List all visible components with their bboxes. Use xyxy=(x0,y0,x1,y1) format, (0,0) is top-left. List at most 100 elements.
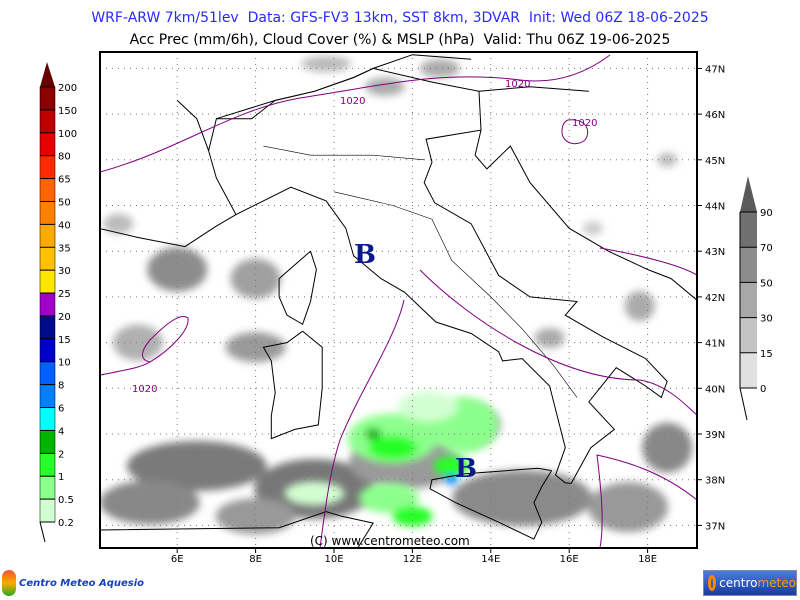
centrometeo-logo[interactable]: centrometeo xyxy=(703,570,797,596)
lat-label: 38N xyxy=(705,476,725,487)
colorbar-tail xyxy=(39,521,46,543)
colorbar-arrow xyxy=(740,176,757,212)
colorbar-swatch xyxy=(39,269,56,294)
colorbar-tail xyxy=(739,387,748,421)
lat-label: 45N xyxy=(705,156,725,167)
isobar-1020-north xyxy=(100,54,611,173)
isobar-label: 1020 xyxy=(505,79,530,90)
product-title: Acc Prec (mm/6h), Cloud Cover (%) & MSLP… xyxy=(129,32,671,48)
logo-text: Centro Meteo Aquesio xyxy=(19,577,144,589)
colorbar-swatch xyxy=(39,109,56,134)
colorbar-label: 70 xyxy=(760,243,773,254)
colorbar-swatch xyxy=(740,282,757,318)
cloud-area xyxy=(147,247,208,292)
cloud-area xyxy=(113,324,163,361)
cloud-area xyxy=(225,332,286,363)
cloud-area xyxy=(364,77,405,96)
cloud-area xyxy=(126,440,267,491)
coast-balkans xyxy=(474,129,697,301)
coast-sardinia xyxy=(262,330,323,440)
colorbar-label: 90 xyxy=(760,208,773,219)
colorbar-label: 150 xyxy=(58,106,77,117)
lat-label: 40N xyxy=(705,384,725,395)
colorbar-label: 2 xyxy=(58,449,64,460)
precip-area xyxy=(358,482,419,513)
colorbar-label: 25 xyxy=(58,289,71,300)
colorbar-swatch xyxy=(39,292,56,317)
cloud-area xyxy=(657,152,678,167)
precip-area xyxy=(398,391,459,422)
colorbar-swatch xyxy=(39,155,56,179)
isobars xyxy=(100,54,697,548)
coast-corsica xyxy=(278,250,317,326)
isobar-1020-se xyxy=(596,454,697,548)
colorbar-swatch xyxy=(39,247,56,271)
colorbar-label: 100 xyxy=(58,129,77,140)
map-frame xyxy=(99,51,698,549)
colorbar-label: 50 xyxy=(760,278,773,289)
cloud-area xyxy=(642,422,693,473)
cloud-area xyxy=(301,55,352,72)
cloud-area xyxy=(452,469,593,526)
isobar-1020-east xyxy=(419,269,697,416)
colorbar-swatch xyxy=(39,384,56,408)
low-pressure-marker: B xyxy=(455,454,477,484)
colorbar-label: 0.2 xyxy=(58,518,74,529)
lon-label: 6E xyxy=(171,554,184,565)
colorbar-swatch xyxy=(39,361,56,385)
colorbar-label: 50 xyxy=(58,197,71,208)
lat-label: 42N xyxy=(705,293,725,304)
logo-icon xyxy=(2,570,16,596)
colorbar-label: 35 xyxy=(58,243,71,254)
colorbar-label: 30 xyxy=(58,266,71,277)
axis-ticks: 47N 46N 45N 44N 43N 42N 41N 40N 39N 38N 37N 6E 8E 10E… xyxy=(171,64,725,565)
lat-label: 43N xyxy=(705,247,725,258)
logo-text: centrometeo xyxy=(719,576,796,590)
isobar-1020-closed xyxy=(561,119,589,145)
colorbar-label: 20 xyxy=(58,312,71,323)
colorbar-label: 40 xyxy=(58,220,71,231)
lat-label: 41N xyxy=(705,339,725,350)
low-pressure-marker: B xyxy=(354,240,376,270)
lat-label: 39N xyxy=(705,430,725,441)
colorbar-swatch xyxy=(740,212,757,248)
precip-area xyxy=(284,481,345,506)
colorbar-swatch xyxy=(39,86,56,111)
colorbar-label: 0 xyxy=(760,384,766,395)
colorbar-label: 15 xyxy=(58,335,71,346)
lat-label: 37N xyxy=(705,521,725,532)
colorbar-label: 10 xyxy=(58,358,71,369)
precip-area xyxy=(367,435,418,460)
colorbar-swatch xyxy=(39,498,56,523)
colorbar-swatch xyxy=(39,430,56,454)
colorbar-swatch xyxy=(39,315,56,340)
cloud-cover-layer xyxy=(100,55,693,535)
colorbar-label: 6 xyxy=(58,404,64,415)
colorbar-label: 30 xyxy=(760,314,773,325)
run-info-title: WRF-ARW 7km/51lev Data: GFS-FV3 13km, SS… xyxy=(91,10,709,26)
isobar-1020-west xyxy=(100,316,189,376)
colorbar-label: 8 xyxy=(58,381,64,392)
colorbar-label: 200 xyxy=(58,83,77,94)
precip-area xyxy=(433,455,470,476)
lon-label: 16E xyxy=(560,554,579,565)
precip-area xyxy=(365,428,382,440)
colorbar-swatch xyxy=(39,224,56,248)
precip-colorbar: 200 150 100 80 65 50 40 35 30 25 20 15 10 8 6 4 2 1 0.5 0.2 xyxy=(39,62,77,543)
centro-meteo-aquesio-logo: Centro Meteo Aquesio xyxy=(2,570,144,596)
cloud-area xyxy=(215,498,296,535)
isobar-1020-south xyxy=(319,299,405,548)
colorbar-swatch xyxy=(740,352,757,388)
lat-label: 44N xyxy=(705,202,725,213)
lon-label: 12E xyxy=(403,554,422,565)
isobar-label: 1020 xyxy=(572,118,597,129)
copyright-text: (C) www.centrometeo.com xyxy=(310,534,470,548)
cloud-area xyxy=(419,59,460,78)
lon-label: 8E xyxy=(249,554,262,565)
colorbar-label: 0.5 xyxy=(58,495,74,506)
colorbar-swatch xyxy=(39,453,56,477)
colorbar-swatch xyxy=(39,201,56,225)
coast-africa xyxy=(100,511,374,548)
lon-label: 18E xyxy=(638,554,657,565)
